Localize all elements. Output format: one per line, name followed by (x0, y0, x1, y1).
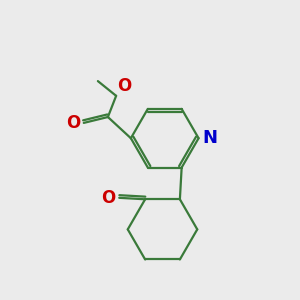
Text: N: N (203, 129, 218, 147)
Text: O: O (66, 114, 80, 132)
Text: O: O (101, 189, 116, 207)
Text: O: O (117, 76, 132, 94)
